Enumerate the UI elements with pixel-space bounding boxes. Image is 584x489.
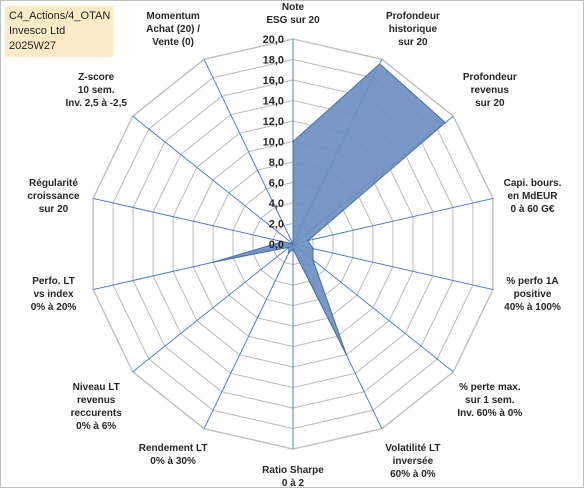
data-point — [312, 247, 314, 250]
radial-tick-label: 10,0 — [263, 137, 284, 149]
axis-label-line: Rendement LT — [139, 443, 208, 454]
axis-label-line: Capi. bours. — [504, 178, 562, 189]
data-point — [292, 243, 294, 245]
data-point — [307, 239, 309, 242]
axis-label: Z-score 10 sem. Inv. 2,5 à -2,5 — [65, 72, 127, 109]
axis-label-line: Momentum — [146, 11, 199, 22]
axis-label-line: positive — [514, 289, 552, 300]
axis-spoke — [92, 197, 294, 245]
title-line-company: Invesco Ltd — [9, 25, 66, 37]
radial-tick-label: 20,0 — [263, 34, 284, 46]
axis-label-line: Niveau LT — [73, 382, 120, 393]
axis-label-line: 0% à 20% — [31, 302, 77, 313]
axis-spoke — [203, 59, 294, 245]
data-point — [312, 259, 314, 261]
data-point — [292, 140, 294, 143]
radial-tick-label: 4,0 — [269, 198, 284, 210]
data-point — [345, 354, 348, 356]
axis-label-line: 0 à 60 G€ — [511, 204, 555, 215]
radial-tick-label: 12,0 — [263, 116, 284, 128]
axis-label-line: Ratio Sharpe — [262, 465, 324, 476]
axis-label-line: % perte max. — [459, 382, 521, 393]
axis-label-line: sur 1 sem. — [465, 395, 515, 406]
axis-spoke — [132, 115, 294, 245]
radial-tick-label: 16,0 — [263, 75, 284, 87]
radial-tick-label: 2,0 — [269, 219, 284, 231]
axis-label-line: Inv. 60% à 0% — [457, 408, 522, 419]
title-line-week: 2025W27 — [9, 40, 57, 52]
axis-label-line: vs index — [33, 289, 73, 300]
axis-spoke — [132, 243, 294, 373]
axis-label-line: 0% à 6% — [76, 421, 116, 432]
axis-label: Momentum Achat (20) / Vente (0) — [146, 11, 200, 48]
axis-label: Volatilité LT inversée 60% à 0% — [385, 443, 440, 480]
axis-label: Profondeur revenus sur 20 — [463, 72, 517, 109]
axis-label: Rendement LT 0% à 30% — [139, 443, 208, 467]
axis-label-line: Volatilité LT — [385, 443, 440, 454]
axis-label-line: reccurents — [71, 408, 123, 419]
data-point — [287, 252, 290, 254]
axis-label-line: 10 sem. — [78, 85, 115, 96]
axis-spoke — [203, 243, 294, 429]
axis-label-line: 0 à 2 — [282, 478, 305, 489]
axis-label-line: croissance — [27, 191, 80, 202]
axis-label-line: Achat (20) / — [146, 24, 200, 35]
axis-label: Niveau LT revenus reccurents 0% à 6% — [71, 382, 123, 432]
data-point — [212, 261, 214, 264]
axis-label-line: ESG sur 20 — [266, 15, 320, 26]
data-point — [288, 246, 290, 248]
axis-label-line: revenus — [471, 85, 510, 96]
axis-spoke — [292, 197, 494, 245]
axis-label-line: Profondeur — [463, 72, 517, 83]
axis-spoke — [292, 243, 494, 291]
axis-label: % perfo 1A positive 40% à 100% — [504, 276, 561, 313]
axis-label-line: 0% à 30% — [150, 456, 196, 467]
radial-tick-label: 6,0 — [269, 178, 284, 190]
axis-label: Régularité croissance sur 20 — [27, 178, 80, 215]
axis-label-line: 60% à 0% — [390, 469, 436, 480]
axis-label: Perfo. LT vs index 0% à 20% — [31, 276, 77, 313]
radial-tick-label: 14,0 — [263, 96, 284, 108]
axis-spoke — [292, 243, 454, 373]
axis-label-line: Vente (0) — [152, 37, 194, 48]
axis-label: Ratio Sharpe 0 à 2 — [262, 465, 324, 489]
axis-label-line: 40% à 100% — [504, 302, 561, 313]
data-series-area — [212, 63, 447, 356]
radial-tick-label: 8,0 — [269, 157, 284, 169]
axis-label: Profondeur historique sur 20 — [386, 11, 440, 48]
axis-label-line: sur 20 — [398, 37, 428, 48]
axis-label-line: Perfo. LT — [32, 276, 75, 287]
radial-tick-label: 18,0 — [263, 55, 284, 67]
axis-label-line: Profondeur — [386, 11, 440, 22]
data-point — [378, 63, 381, 65]
axis-label-line: historique — [389, 24, 438, 35]
axis-label-line: % perfo 1A — [506, 276, 558, 287]
axis-label-line: inversée — [393, 456, 434, 467]
data-point — [444, 121, 447, 124]
axis-label-line: Note — [282, 2, 305, 13]
axis-label: % perte max. sur 1 sem. Inv. 60% à 0% — [457, 382, 522, 419]
axis-label-line: Inv. 2,5 à -2,5 — [65, 98, 127, 109]
data-point — [292, 248, 294, 250]
chart-title-box: C4_Actions/4_OTAN Invesco Ltd 2025W27 — [5, 6, 113, 57]
axis-label-line: en MdEUR — [508, 191, 559, 202]
axis-label-line: sur 20 — [475, 98, 505, 109]
axis-label-line: Régularité — [29, 178, 78, 189]
title-line-portfolio: C4_Actions/4_OTAN — [9, 10, 111, 22]
axis-label-line: Z-score — [78, 72, 115, 83]
radial-tick-label: 0,0 — [269, 239, 284, 251]
axis-label-line: sur 20 — [39, 204, 69, 215]
axis-label: Capi. bours. en MdEUR 0 à 60 G€ — [504, 178, 562, 215]
axis-label: Note ESG sur 20 — [266, 2, 320, 26]
axis-label-line: revenus — [77, 395, 116, 406]
data-point — [282, 240, 284, 243]
